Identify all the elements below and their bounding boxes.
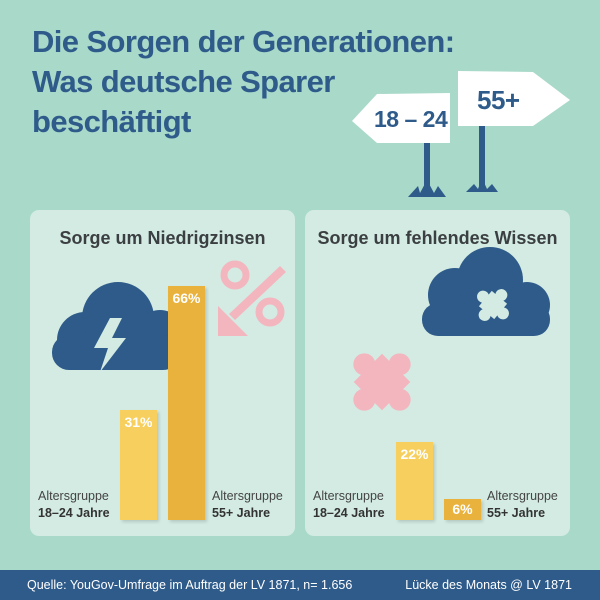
source-text: Quelle: YouGov-Umfrage im Auftrag der LV…	[27, 578, 353, 592]
puzzle-piece-icon	[353, 353, 411, 411]
bar-label: 6%	[452, 500, 473, 517]
label-old: Altersgruppe 55+ Jahre	[212, 489, 283, 520]
title-line-3: beschäftigt	[32, 104, 191, 139]
panel-title: Sorge um fehlendes Wissen	[317, 228, 558, 248]
label-young: Altersgruppe 18–24 Jahre	[313, 489, 385, 520]
signpost-icon	[352, 71, 570, 197]
credit-text: Lücke des Monats @ LV 1871	[405, 578, 572, 592]
bar-label: 22%	[400, 445, 429, 462]
sign-left: 18 – 24	[374, 106, 448, 132]
panel-title: Sorge um Niedrigzinsen	[59, 228, 266, 248]
percent-down-icon	[218, 260, 286, 336]
label-old: Altersgruppe 55+ Jahre	[487, 489, 558, 520]
bar-young: 22%	[396, 441, 433, 520]
cloud-lightning-icon	[52, 282, 185, 372]
bar-label: 66%	[172, 289, 201, 306]
footer: Quelle: YouGov-Umfrage im Auftrag der LV…	[0, 570, 600, 600]
panel-fehlendes-wissen: Sorge um fehlendes Wissen Altersgruppe 18…	[305, 210, 570, 536]
label-young: Altersgruppe 18–24 Jahre	[38, 489, 110, 520]
sign-right: 55+	[477, 85, 520, 115]
bar-old: 6%	[444, 498, 481, 520]
title-line-2: Was deutsche Sparer	[32, 64, 335, 99]
page-title: Die Sorgen der Generationen: Was deutsch…	[32, 22, 455, 142]
bar-old: 66%	[168, 285, 205, 520]
panel-niedrigzinsen: Sorge um Niedrigzinsen Altersgruppe 18–24…	[30, 210, 295, 536]
title-line-1: Die Sorgen der Generationen:	[32, 24, 455, 59]
bar-label: 31%	[124, 413, 153, 430]
cloud-puzzle-icon	[422, 247, 550, 336]
bar-young: 31%	[120, 409, 157, 520]
